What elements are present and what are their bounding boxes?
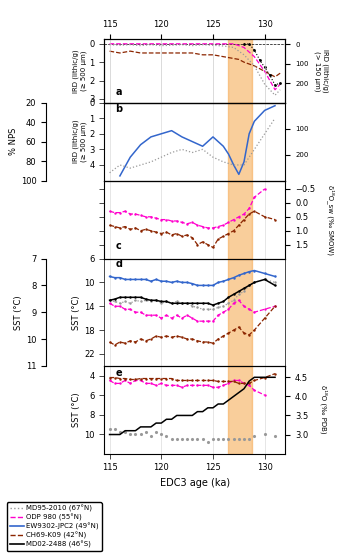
Y-axis label: SST (°C): SST (°C) (14, 295, 23, 329)
Legend: MD95-2010 (67°N), ODP 980 (55°N), EW9302-JPC2 (49°N), CH69-K09 (42°N), MD02-2488: MD95-2010 (67°N), ODP 980 (55°N), EW9302… (7, 502, 102, 551)
Text: e: e (115, 368, 122, 379)
Y-axis label: δ¹⁸O (‰ PDB): δ¹⁸O (‰ PDB) (320, 385, 328, 434)
Y-axis label: δ¹⁸O_sw (‰ SMOW): δ¹⁸O_sw (‰ SMOW) (327, 185, 335, 255)
Bar (229, 366, 252, 454)
Text: b: b (115, 104, 122, 114)
X-axis label: EDC3 age (ka): EDC3 age (ka) (160, 478, 230, 488)
Text: c: c (115, 241, 121, 251)
Y-axis label: IRD (lithic/g)
(≥ 500 μm): IRD (lithic/g) (≥ 500 μm) (72, 120, 87, 164)
Y-axis label: % NPS: % NPS (9, 128, 18, 155)
Bar (229, 180, 252, 259)
Y-axis label: SST (°C): SST (°C) (72, 295, 81, 329)
Y-axis label: IRD (lithic/g)
(> 150 μm): IRD (lithic/g) (> 150 μm) (314, 49, 328, 93)
Text: d: d (115, 259, 122, 269)
Bar (229, 102, 252, 180)
Bar (229, 259, 252, 366)
Y-axis label: SST (°C): SST (°C) (72, 393, 81, 427)
Y-axis label: IRD (lithic/g)
(≥ 500 μm): IRD (lithic/g) (≥ 500 μm) (72, 49, 87, 93)
Bar (229, 39, 252, 102)
Text: a: a (115, 87, 122, 97)
